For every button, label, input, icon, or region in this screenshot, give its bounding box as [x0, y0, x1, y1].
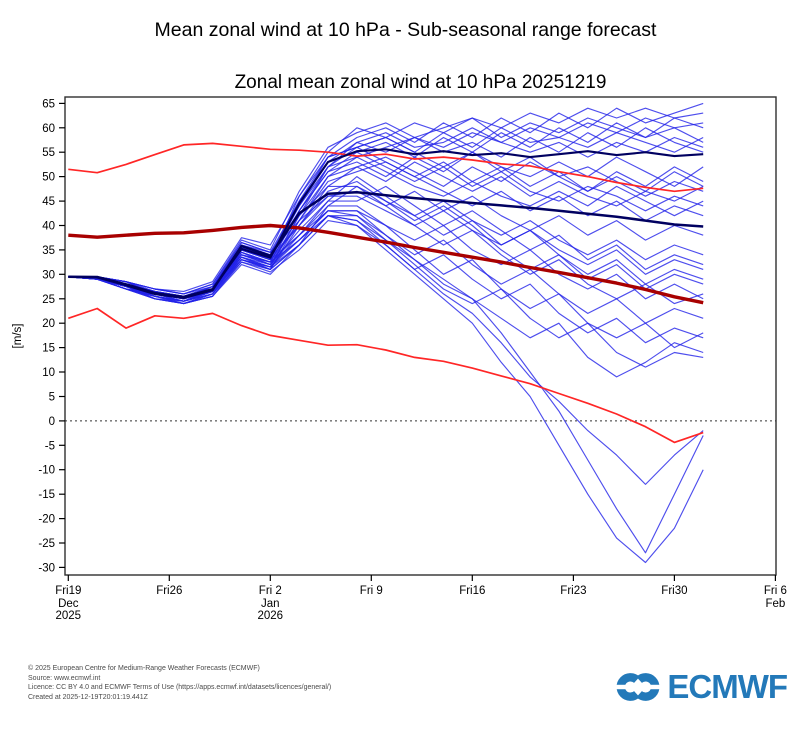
x-tick-sublabel: 2025: [56, 610, 82, 622]
y-tick-label: 45: [42, 196, 55, 208]
y-tick-label: 35: [42, 245, 55, 257]
y-tick-label: 15: [42, 343, 55, 355]
main-title: Mean zonal wind at 10 hPa - Sub-seasonal…: [154, 19, 657, 41]
climate-90th-percentile-line: [68, 142, 704, 193]
y-tick-label: -20: [38, 514, 55, 526]
footer-licence: Licence: CC BY 4.0 and ECMWF Terms of Us…: [28, 684, 332, 691]
x-tick-label: Fri16: [459, 585, 485, 597]
y-tick-label: 30: [42, 269, 55, 281]
ensemble-member-line: [68, 205, 704, 349]
footer-created-at: Created at 2025-12-19T20:01:19.441Z: [28, 693, 148, 701]
y-tick-label: 10: [42, 367, 55, 379]
y-tick-label: 50: [42, 172, 55, 184]
forecast-plot: -30-25-20-15-10-505101520253035404550556…: [12, 96, 787, 622]
ecmwf-logo-icon: [616, 673, 661, 701]
y-tick-label: 20: [42, 318, 55, 330]
x-tick-sublabel: Jan: [261, 598, 280, 610]
ensemble-member-line: [68, 156, 704, 302]
x-tick-label: Fri 9: [360, 585, 383, 597]
x-tick-sublabel: Feb: [765, 598, 785, 610]
x-tick-label: Fri 2: [259, 585, 282, 597]
ensemble-member-line: [68, 215, 704, 564]
y-tick-label: 55: [42, 147, 55, 159]
ensemble-member-line: [68, 161, 704, 305]
x-tick-sublabel: 2026: [258, 610, 284, 622]
x-tick-sublabel: Dec: [58, 598, 79, 610]
y-tick-label: 60: [42, 123, 55, 135]
x-tick-label: Fri30: [661, 585, 687, 597]
chart-title: Zonal mean zonal wind at 10 hPa 20251219: [234, 72, 607, 93]
x-tick-label: Fri23: [560, 585, 586, 597]
x-tick-label: Fri26: [156, 585, 182, 597]
y-tick-label: 5: [49, 392, 55, 404]
y-tick-label: 0: [49, 416, 55, 428]
ensemble-median-line: [68, 191, 704, 300]
y-tick-label: -30: [38, 562, 55, 574]
climate-mean-line: [68, 223, 704, 305]
ensemble-member-line: [68, 215, 704, 368]
y-tick-label: 65: [42, 98, 55, 110]
ensemble-member-line: [68, 146, 704, 292]
footer: © 2025 European Centre for Medium-Range …: [28, 664, 331, 702]
plot-border: [64, 96, 777, 576]
y-tick-label: -15: [38, 489, 55, 501]
y-tick-label: -5: [45, 440, 55, 452]
ensemble-member-line: [68, 117, 704, 300]
ensemble-member-line: [68, 210, 704, 554]
y-tick-label: 25: [42, 294, 55, 306]
x-tick-label: Fri 6: [764, 585, 787, 597]
ensemble-member-line: [68, 215, 704, 378]
ensemble-member-line: [68, 151, 704, 297]
ecmwf-logo: ECMWF: [614, 668, 788, 706]
y-tick-label: -10: [38, 465, 55, 477]
ecmwf-logo-text: ECMWF: [667, 668, 788, 705]
climate-10th-percentile-line: [68, 307, 704, 444]
ensemble-member-line: [68, 210, 704, 324]
footer-source: Source: www.ecmwf.int: [28, 674, 101, 682]
y-tick-label: 40: [42, 221, 55, 233]
x-tick-label: Fri19: [55, 585, 81, 597]
footer-copyright: © 2025 European Centre for Medium-Range …: [28, 665, 260, 672]
y-tick-label: -25: [38, 538, 55, 550]
y-axis-label: [m/s]: [12, 324, 24, 349]
